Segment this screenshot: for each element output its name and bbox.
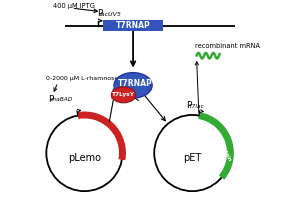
Text: P: P [186,101,191,110]
Text: recombinant mRNA: recombinant mRNA [196,43,260,49]
Text: pET: pET [183,153,201,163]
Text: rhaBAD: rhaBAD [51,97,74,102]
Text: T7lysY: T7lysY [96,124,115,140]
Text: T7LysY: T7LysY [112,92,135,97]
Text: T7RNAP: T7RNAP [116,21,150,30]
Text: T7RNAP: T7RNAP [118,79,153,88]
Text: 0-2000 μM L-rhamnose: 0-2000 μM L-rhamnose [46,76,119,82]
Ellipse shape [114,73,152,98]
Text: P: P [97,9,103,18]
Text: P: P [48,95,54,104]
Text: 400 μM IPTG: 400 μM IPTG [53,3,94,9]
Ellipse shape [112,82,139,101]
FancyBboxPatch shape [103,20,163,31]
Text: T7lac: T7lac [189,104,205,109]
Text: target protein: target protein [209,124,232,161]
Ellipse shape [111,87,136,103]
Text: pLemo: pLemo [68,153,101,163]
Text: lacUV5: lacUV5 [100,12,122,17]
